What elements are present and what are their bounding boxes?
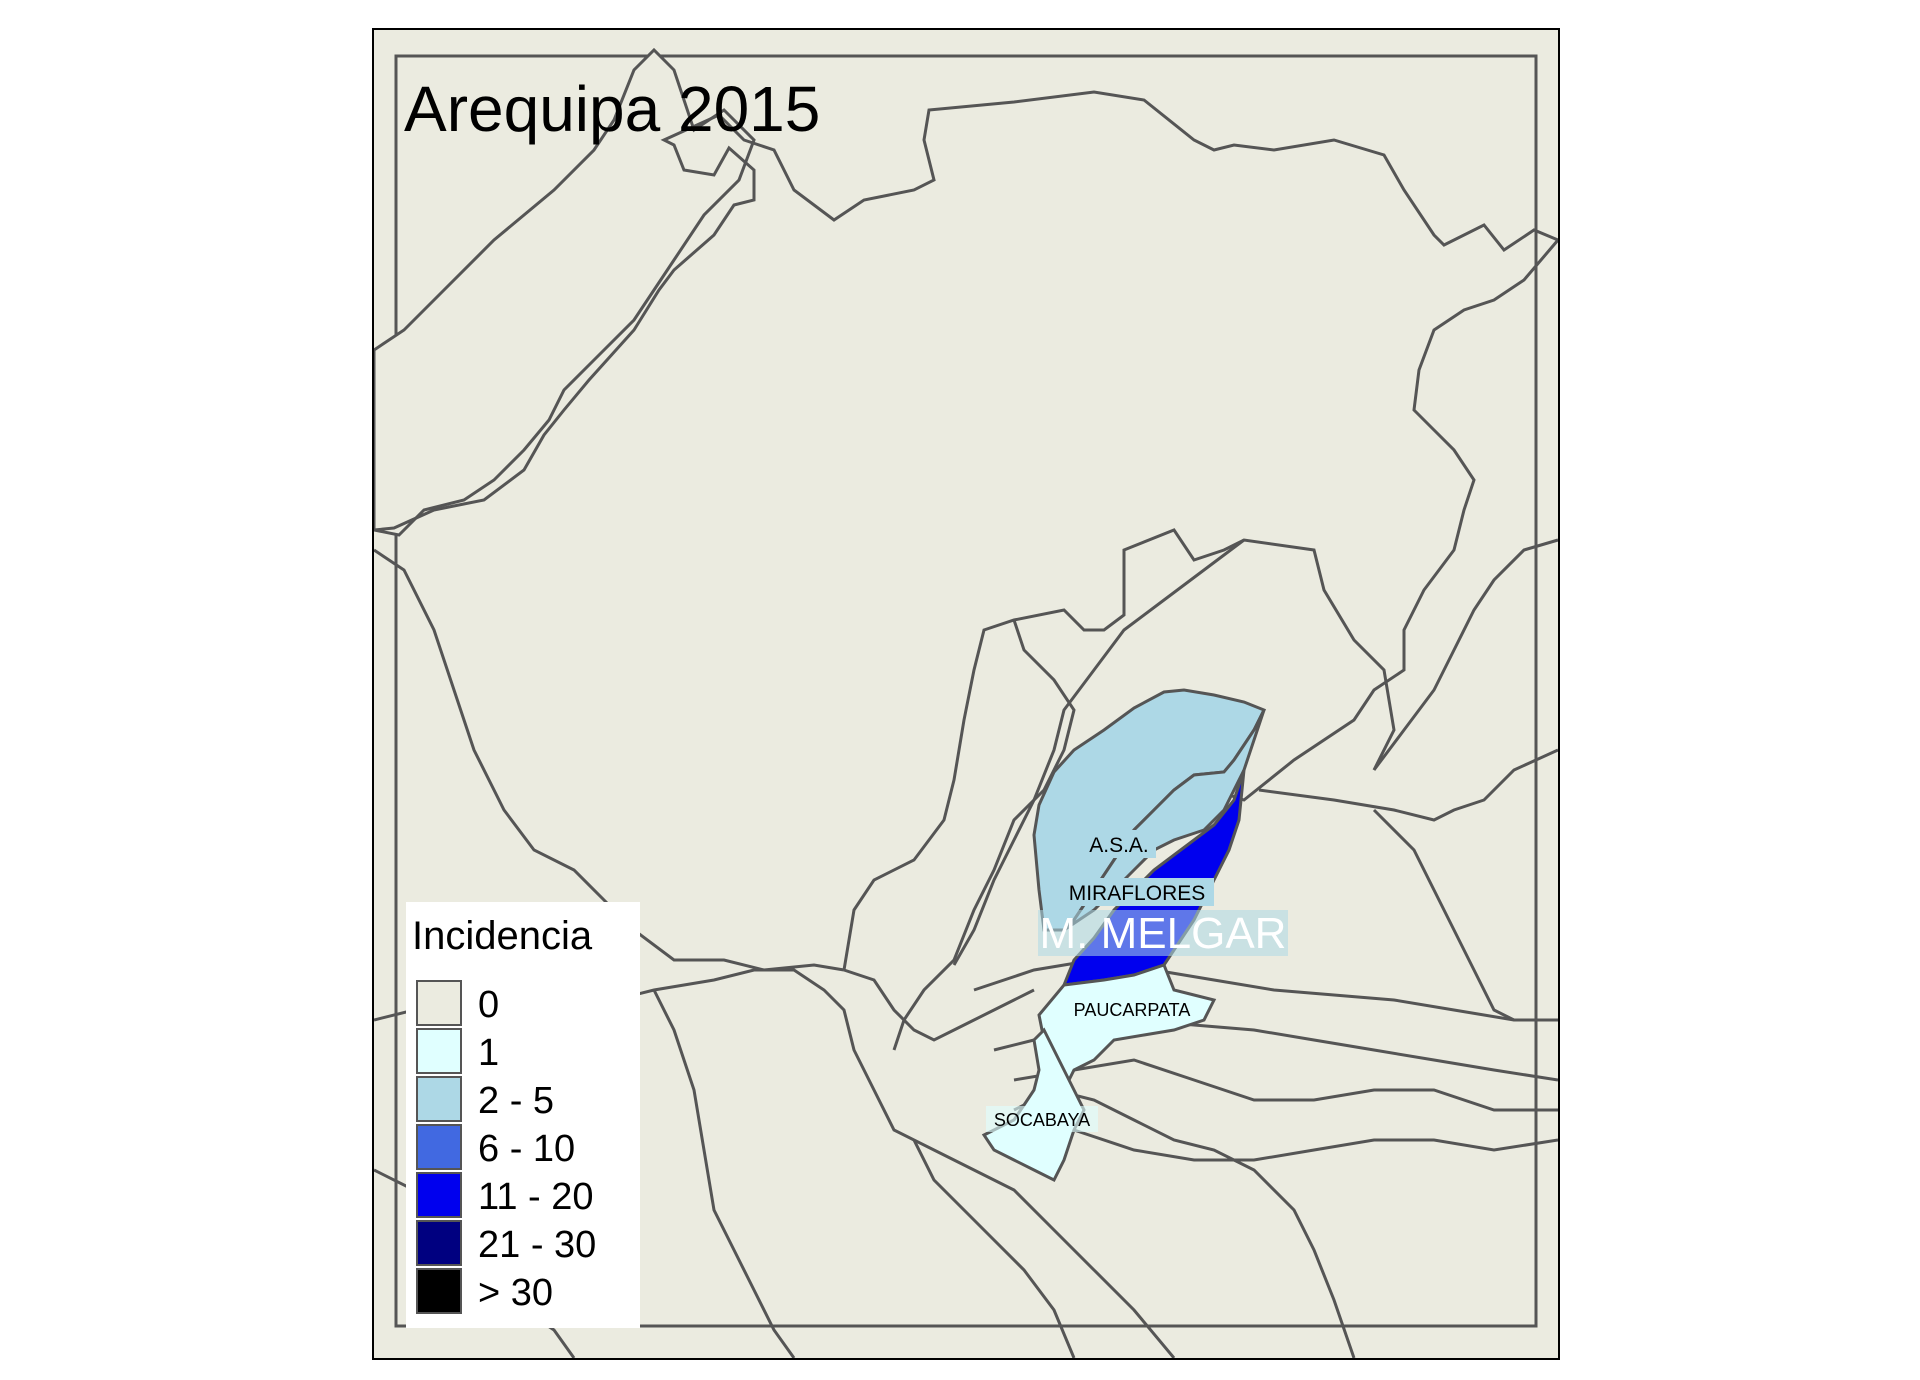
boundary-central (952, 538, 1245, 966)
legend-swatch (416, 1124, 462, 1170)
miraflores-label: MIRAFLORES (1069, 882, 1206, 905)
legend-swatch (416, 1172, 462, 1218)
boundary-sw3 (652, 989, 796, 1358)
boundary-east2 (1372, 538, 1558, 771)
legend-swatch (416, 1220, 462, 1266)
miraflores-label-bg (1060, 878, 1214, 906)
legend-label: 21 - 30 (478, 1224, 597, 1266)
asa-label-bg (1082, 830, 1156, 858)
legend-label: 0 (478, 984, 500, 1026)
boundary-mid2 (892, 619, 1076, 1051)
legend-label: 6 - 10 (478, 1128, 576, 1170)
legend-title: Incidencia (412, 914, 593, 958)
boundary-central-n (374, 548, 845, 972)
map-frame: A.S.A. MIRAFLORES M. MELGAR PAUCARPATA S… (372, 28, 1560, 1360)
socabaya-label-bg (986, 1106, 1098, 1132)
boundary-se5 (1013, 1058, 1558, 1112)
river-east (1202, 239, 1558, 802)
legend: Incidencia 0 1 2 - 5 6 - 10 11 - 20 21 -… (406, 902, 640, 1328)
district-north (374, 47, 756, 537)
boundary-mid (842, 528, 1396, 971)
boundary-s (912, 1139, 1076, 1358)
boundary-se3 (1073, 1128, 1558, 1162)
legend-label: 1 (478, 1032, 500, 1074)
legend-label: > 30 (478, 1272, 554, 1314)
legend-label: 11 - 20 (478, 1176, 594, 1218)
legend-swatch (416, 980, 462, 1026)
map-title: Arequipa 2015 (404, 73, 821, 145)
melgar-label-bg (1038, 910, 1288, 956)
legend-swatch (416, 1028, 462, 1074)
legend-swatch (416, 1076, 462, 1122)
boundary-se (1013, 1088, 1356, 1358)
legend-label: 2 - 5 (478, 1080, 555, 1122)
boundary-central-small (843, 968, 1035, 1042)
socabaya-label: SOCABAYA (994, 1110, 1090, 1130)
asa-label: A.S.A. (1089, 834, 1149, 857)
boundary-e-lower (1372, 808, 1515, 1022)
boundary-east (1258, 748, 1558, 822)
neat-line (394, 54, 1538, 1328)
legend-swatch (416, 1268, 462, 1314)
melgar-label: M. MELGAR (1040, 909, 1287, 958)
district-boundaries (374, 90, 1558, 532)
paucarpata-label: PAUCARPATA (1074, 1000, 1191, 1020)
